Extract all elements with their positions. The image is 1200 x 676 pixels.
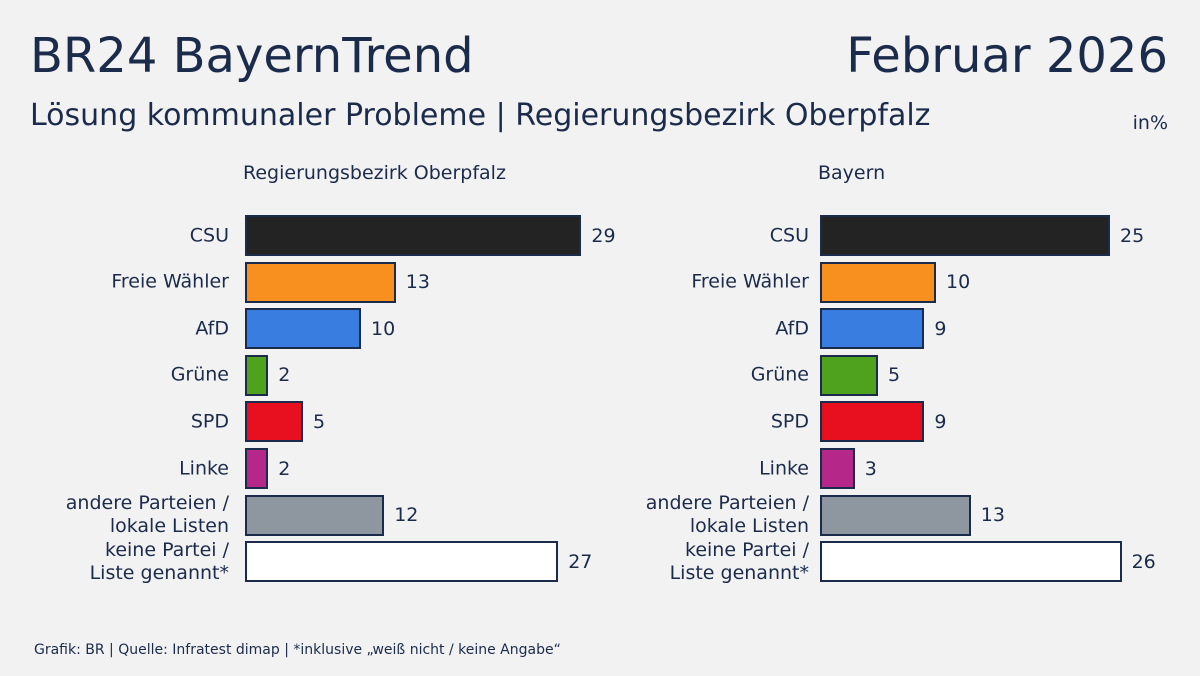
category-label: keine Partei / Liste genannt* [669,538,809,584]
value-label: 2 [278,364,291,387]
panel-title: Regierungsbezirk Oberpfalz [243,162,506,184]
category-label: Linke [759,457,809,479]
value-label: 13 [980,504,1005,527]
value-label: 5 [313,410,326,433]
source: Grafik: BR | Quelle: Infratest dimap | *… [34,642,561,658]
category-label: Linke [179,457,229,479]
date: Februar 2026 [846,28,1168,84]
bar [820,448,855,489]
category-label: SPD [770,410,809,433]
bar [245,215,582,256]
category-label: Grüne [750,363,809,386]
value-label: 27 [568,550,593,573]
value-label: 12 [394,504,419,527]
subtitle: Lösung kommunaler Probleme | Regierungsb… [30,98,931,133]
bar [245,448,269,489]
bar [820,215,1110,256]
category-label: Grüne [170,363,229,386]
value-label: 10 [946,271,971,294]
bar [245,261,396,303]
bar [820,541,1122,583]
category-label: andere Parteien / lokale Listen [645,492,809,538]
bar [245,308,361,350]
bar [820,401,925,443]
bar [820,494,971,536]
bar [245,354,269,396]
value-label: 9 [934,410,947,433]
value-label: 5 [888,364,901,387]
category-label: Freie Wähler [111,270,229,293]
category-label: CSU [189,224,229,246]
category-label: CSU [769,224,809,246]
category-label: SPD [190,410,229,433]
value-label: 29 [591,224,616,247]
value-label: 25 [1120,224,1145,247]
value-label: 3 [864,457,877,480]
value-label: 2 [278,457,291,480]
category-label: andere Parteien / lokale Listen [65,492,229,538]
panel-title: Bayern [818,162,886,184]
value-label: 13 [405,271,430,294]
bar [245,494,385,536]
title: BR24 BayernTrend [30,28,474,84]
bar [820,261,936,303]
bar [820,354,878,396]
bar [820,308,925,350]
category-label: AfD [775,317,809,340]
bar [245,541,559,583]
category-label: keine Partei / Liste genannt* [89,538,229,584]
unit: in% [1132,112,1168,134]
category-label: Freie Wähler [691,270,809,293]
value-label: 26 [1131,550,1156,573]
bar [245,401,303,443]
value-label: 10 [371,317,396,340]
category-label: AfD [195,317,229,340]
value-label: 9 [934,317,947,340]
